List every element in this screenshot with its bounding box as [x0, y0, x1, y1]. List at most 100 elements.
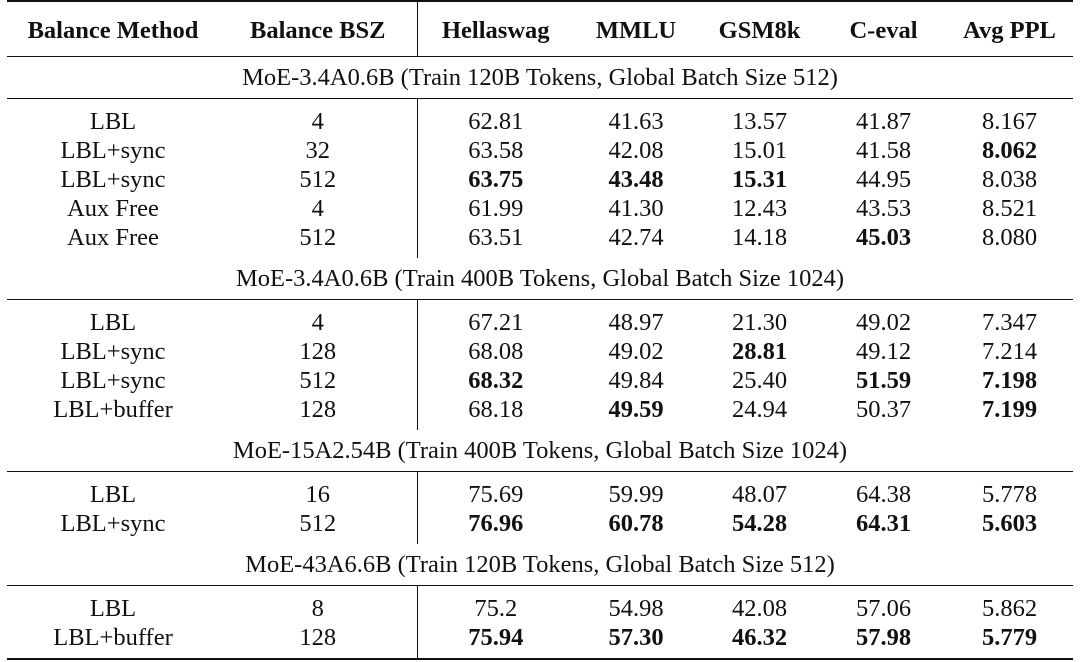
header-balance-method: Balance Method [27, 17, 199, 44]
table-row: LBL+buffer 128 68.18 49.59 24.94 50.37 7.199 [7, 395, 1073, 430]
group-title-row: MoE-3.4A0.6B (Train 120B Tokens, Global … [7, 56, 1073, 99]
cell-gsm8k: 21.30 [731, 309, 788, 336]
cell-gsm8k: 28.81 [731, 338, 788, 365]
cell-gsm8k: 48.07 [731, 481, 788, 508]
cell-avg-ppl: 5.862 [981, 595, 1038, 622]
cell-c-eval: 64.31 [855, 510, 912, 537]
cell-gsm8k: 15.01 [731, 137, 788, 164]
table-row: Aux Free 4 61.99 41.30 12.43 43.53 8.521 [7, 194, 1073, 223]
group-title: MoE-3.4A0.6B (Train 400B Tokens, Global … [7, 258, 1073, 300]
cell-balance-bsz: 4 [219, 299, 418, 337]
cell-mmlu: 60.78 [608, 510, 664, 537]
cell-c-eval: 57.98 [821, 623, 946, 660]
cell-c-eval: 49.02 [855, 309, 912, 336]
header-hellaswag: Hellaswag [441, 17, 550, 44]
cell-mmlu: 57.30 [574, 623, 698, 660]
cell-balance-method: LBL+sync [60, 510, 166, 537]
cell-balance-bsz: 16 [219, 471, 418, 509]
cell-balance-method: LBL [89, 595, 137, 622]
cell-balance-method: LBL [89, 108, 137, 135]
cell-mmlu: 59.99 [608, 481, 664, 508]
cell-balance-bsz: 8 [219, 585, 418, 623]
cell-hellaswag: 68.32 [468, 367, 524, 394]
cell-gsm8k: 24.94 [731, 396, 788, 423]
cell-mmlu: 41.63 [608, 108, 664, 135]
cell-c-eval: 41.58 [855, 137, 912, 164]
cell-avg-ppl: 8.521 [981, 195, 1038, 222]
cell-c-eval: 50.37 [855, 396, 912, 423]
header-avg-ppl: Avg PPL [963, 17, 1056, 44]
cell-mmlu: 41.30 [608, 195, 664, 222]
cell-avg-ppl: 7.199 [981, 396, 1038, 423]
table-row: LBL+sync 512 63.75 43.48 15.31 44.95 8.038 [7, 165, 1073, 194]
cell-avg-ppl: 8.038 [981, 166, 1038, 193]
cell-balance-bsz: 128 [219, 395, 418, 430]
cell-balance-method: LBL+sync [60, 137, 166, 164]
cell-balance-bsz: 512 [219, 165, 418, 194]
cell-balance-method: Aux Free [67, 224, 159, 251]
group-title-row: MoE-15A2.54B (Train 400B Tokens, Global … [7, 430, 1073, 472]
table-body: MoE-3.4A0.6B (Train 120B Tokens, Global … [7, 56, 1073, 660]
results-table: Balance Method Balance BSZ Hellaswag MML… [7, 0, 1073, 660]
cell-balance-method: LBL [89, 481, 137, 508]
cell-balance-bsz: 128 [219, 337, 418, 366]
table-row: LBL+buffer 128 75.94 57.30 46.32 57.98 5.779 [7, 623, 1073, 660]
group-title: MoE-15A2.54B (Train 400B Tokens, Global … [7, 430, 1073, 472]
cell-balance-method: LBL+buffer [53, 396, 173, 423]
cell-hellaswag: 68.08 [468, 338, 524, 365]
cell-balance-method: LBL+buffer [7, 623, 219, 660]
cell-hellaswag: 67.21 [468, 309, 524, 336]
table-row: LBL+sync 512 68.32 49.84 25.40 51.59 7.198 [7, 366, 1073, 395]
cell-gsm8k: 12.43 [731, 195, 788, 222]
cell-balance-bsz: 128 [219, 623, 418, 660]
cell-balance-bsz: 512 [219, 223, 418, 258]
cell-hellaswag: 68.18 [468, 396, 524, 423]
header-c-eval: C-eval [849, 17, 918, 44]
cell-mmlu: 49.02 [608, 338, 664, 365]
table-row: LBL+sync 128 68.08 49.02 28.81 49.12 7.214 [7, 337, 1073, 366]
cell-c-eval: 45.03 [855, 224, 912, 251]
cell-mmlu: 49.84 [608, 367, 664, 394]
cell-mmlu: 48.97 [608, 309, 664, 336]
cell-hellaswag: 75.2 [474, 595, 518, 622]
cell-balance-bsz: 512 [219, 366, 418, 395]
group-title-row: MoE-3.4A0.6B (Train 400B Tokens, Global … [7, 258, 1073, 300]
cell-c-eval: 51.59 [855, 367, 912, 394]
cell-c-eval: 44.95 [855, 166, 912, 193]
cell-avg-ppl: 8.167 [981, 108, 1038, 135]
cell-balance-method: Aux Free [67, 195, 159, 222]
table-row: Aux Free 512 63.51 42.74 14.18 45.03 8.080 [7, 223, 1073, 258]
header-mmlu: MMLU [595, 17, 677, 44]
cell-hellaswag: 62.81 [468, 108, 524, 135]
cell-hellaswag: 76.96 [468, 510, 524, 537]
header-balance-bsz: Balance BSZ [219, 1, 418, 57]
header-gsm8k: GSM8k [718, 17, 801, 44]
cell-gsm8k: 15.31 [731, 166, 788, 193]
cell-balance-bsz: 32 [219, 136, 418, 165]
cell-avg-ppl: 5.603 [981, 510, 1038, 537]
cell-c-eval: 57.06 [855, 595, 912, 622]
cell-avg-ppl: 5.778 [981, 481, 1038, 508]
cell-gsm8k: 14.18 [731, 224, 788, 251]
cell-balance-method: LBL+sync [60, 367, 166, 394]
table-row: LBL 4 62.81 41.63 13.57 41.87 8.167 [7, 98, 1073, 136]
cell-avg-ppl: 8.080 [981, 224, 1038, 251]
cell-mmlu: 42.08 [608, 137, 664, 164]
table-row: LBL+sync 32 63.58 42.08 15.01 41.58 8.062 [7, 136, 1073, 165]
cell-avg-ppl: 5.779 [946, 623, 1073, 660]
table-row: LBL 4 67.21 48.97 21.30 49.02 7.347 [7, 299, 1073, 337]
group-title: MoE-43A6.6B (Train 120B Tokens, Global B… [7, 544, 1073, 586]
cell-c-eval: 49.12 [855, 338, 912, 365]
cell-avg-ppl: 7.347 [981, 309, 1038, 336]
cell-gsm8k: 54.28 [731, 510, 788, 537]
table-row: LBL 8 75.2 54.98 42.08 57.06 5.862 [7, 585, 1073, 623]
cell-balance-method: LBL [89, 309, 137, 336]
cell-c-eval: 43.53 [855, 195, 912, 222]
cell-mmlu: 43.48 [608, 166, 664, 193]
cell-balance-bsz: 512 [219, 509, 418, 544]
cell-c-eval: 41.87 [855, 108, 912, 135]
cell-gsm8k: 42.08 [731, 595, 788, 622]
cell-c-eval: 64.38 [855, 481, 912, 508]
cell-gsm8k: 46.32 [698, 623, 821, 660]
cell-hellaswag: 63.58 [468, 137, 524, 164]
